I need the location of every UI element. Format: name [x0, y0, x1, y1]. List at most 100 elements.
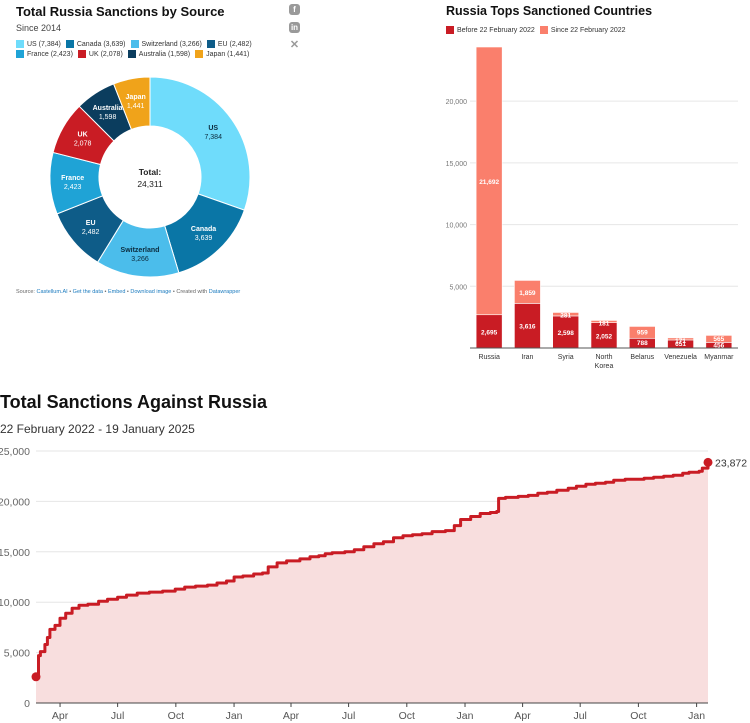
- donut-slice-value: 1,598: [99, 114, 117, 121]
- legend-item-eu: EU (2,482): [206, 40, 252, 48]
- donut-chart-title: Total Russia Sanctions by Source: [16, 4, 225, 19]
- donut-slice-label: EU: [86, 220, 96, 227]
- area-xtick-label: Apr: [52, 710, 69, 722]
- legend-label: Since 22 February 2022: [550, 26, 626, 34]
- donut-slice-value: 7,384: [204, 134, 222, 141]
- legend-item-france: France (2,423): [16, 50, 73, 58]
- bar-category-label: Syria: [558, 354, 574, 361]
- bar-iran-series-0: [514, 303, 541, 349]
- bar-value-label: 651: [675, 341, 686, 348]
- bar-north-korea-series-1: [590, 320, 618, 323]
- legend-label: Japan (1,441): [206, 50, 250, 58]
- area-ytick-label: 5,000: [4, 648, 30, 660]
- bar-belarus-series-1: [628, 326, 656, 339]
- area-xtick-label: Jan: [457, 710, 474, 722]
- donut-chart-panel: Total Russia Sanctions by Source Since 2…: [0, 0, 310, 300]
- legend-item-japan: Japan (1,441): [195, 50, 249, 58]
- area-ytick-label: 10,000: [0, 597, 30, 609]
- bar-myanmar-series-1: [705, 335, 733, 343]
- facebook-icon[interactable]: f: [289, 4, 300, 15]
- donut-slice-label: US: [208, 125, 218, 132]
- legend-item-series-0: Before 22 February 2022: [446, 26, 535, 34]
- area-chart-subtitle: 22 February 2022 - 19 January 2025: [0, 422, 195, 436]
- area-xtick-label: Oct: [630, 710, 646, 722]
- legend-label: France (2,423): [27, 50, 73, 58]
- bar-ytick-label: 15,000: [446, 161, 468, 168]
- legend-swatch: [206, 40, 215, 48]
- area-ytick-label: 0: [24, 698, 30, 710]
- legend-item-australia: Australia (1,598): [127, 50, 190, 58]
- legend-swatch: [539, 26, 548, 34]
- bar-value-label: 2,598: [558, 330, 575, 337]
- datawrapper-link[interactable]: Datawrapper: [208, 289, 241, 295]
- bar-category-label: Myanmar: [704, 354, 734, 361]
- bar-russia-series-0: [475, 314, 503, 349]
- area-xtick-label: Jan: [688, 710, 705, 722]
- bar-category-label: Korea: [595, 363, 614, 370]
- bar-ytick-label: 20,000: [446, 99, 468, 106]
- bar-syria-series-1: [552, 312, 580, 317]
- legend-label: US (7,384): [27, 40, 61, 48]
- legend-swatch: [446, 26, 454, 34]
- donut-slice-label: Australia: [93, 105, 123, 112]
- donut-slice-label: Canada: [191, 226, 216, 233]
- download-image-link[interactable]: Download image: [130, 289, 172, 295]
- bar-venezuela-series-1: [667, 337, 694, 341]
- area-xtick-label: Jul: [342, 710, 355, 722]
- legend-item-uk: UK (2,078): [77, 50, 123, 58]
- bar-chart: 5,000 10,000 15,000 20,000 2,695 21,692 Russia…: [446, 46, 738, 370]
- bar-value-label: 281: [560, 312, 571, 319]
- donut-slice-label: France: [61, 175, 84, 182]
- legend-item-series-1: Since 22 February 2022: [539, 26, 626, 34]
- legend-swatch: [65, 40, 74, 48]
- donut-chart: US 7,384 Canada 3,639 Switzerland 3,266 EU 2,48…: [49, 76, 251, 278]
- bar-category-label: Belarus: [630, 354, 654, 361]
- legend-label: UK (2,078): [88, 50, 123, 58]
- get-data-link[interactable]: Get the data: [72, 289, 103, 295]
- embed-link[interactable]: Embed: [107, 289, 126, 295]
- area-xtick-label: Jan: [226, 710, 243, 722]
- legend-label: Before 22 February 2022: [457, 26, 535, 34]
- legend-swatch: [127, 50, 136, 58]
- area-ytick-label: 25,000: [0, 446, 30, 458]
- bar-category-label: Venezuela: [664, 354, 697, 361]
- bar-ytick-label: 10,000: [446, 223, 468, 230]
- donut-slice-label: UK: [78, 132, 88, 139]
- bar-value-label: 2,052: [596, 333, 613, 340]
- bar-russia-series-1: [475, 46, 503, 316]
- legend-label: Switzerland (3,266): [141, 40, 202, 48]
- x-icon[interactable]: ✕: [289, 39, 300, 51]
- bar-legend: Before 22 February 2022 Since 22 February…: [446, 26, 746, 36]
- bar-value-label: 3,616: [519, 324, 536, 331]
- bar-chart-title: Russia Tops Sanctioned Countries: [446, 4, 653, 18]
- legend-item-switzerland: Switzerland (3,266): [130, 40, 202, 48]
- bar-value-label: 171: [675, 338, 686, 345]
- bar-ytick-label: 5,000: [449, 284, 467, 291]
- area-xtick-label: Oct: [168, 710, 184, 722]
- donut-slice-canada: [164, 193, 245, 274]
- bar-value-label: 21,692: [479, 179, 499, 186]
- linkedin-icon[interactable]: in: [289, 22, 300, 33]
- bar-category-label: Russia: [478, 354, 500, 361]
- created-with-prefix: Created with: [176, 289, 209, 295]
- donut-slice-value: 1,441: [127, 103, 145, 110]
- source-link[interactable]: Castellum.AI: [36, 289, 68, 295]
- area-ytick-label: 15,000: [0, 547, 30, 559]
- bar-value-label: 1,859: [519, 290, 536, 297]
- bar-category-label: Iran: [521, 354, 533, 361]
- area-line: [36, 462, 710, 679]
- bar-syria-series-0: [552, 315, 580, 349]
- donut-slice-value: 2,423: [64, 184, 82, 191]
- donut-center-value: 24,311: [137, 179, 163, 189]
- area-ytick-label: 20,000: [0, 496, 30, 508]
- bar-value-label: 2,695: [481, 329, 498, 336]
- area-xtick-label: Apr: [283, 710, 300, 722]
- donut-slice-value: 2,482: [82, 229, 100, 236]
- bar-value-label: 181: [599, 320, 610, 327]
- area-xtick-label: Oct: [399, 710, 415, 722]
- legend-label: EU (2,482): [217, 40, 252, 48]
- area-chart-panel: Total Sanctions Against Russia 22 Februa…: [0, 385, 750, 723]
- bar-iran-series-1: [514, 280, 541, 304]
- end-point: [703, 457, 713, 467]
- area-xtick-label: Jul: [111, 710, 124, 722]
